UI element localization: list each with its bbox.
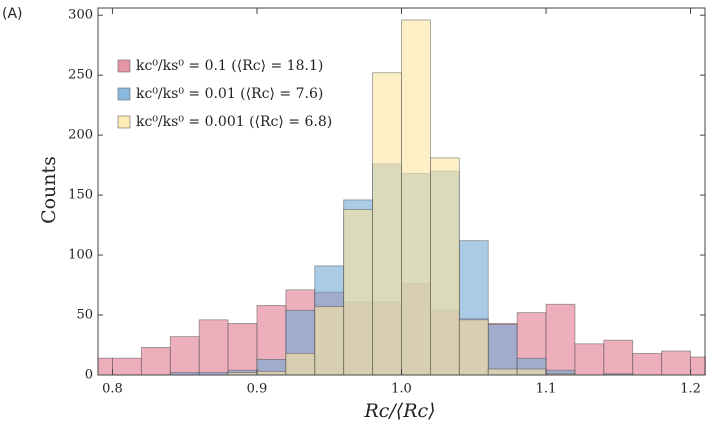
bar	[603, 339, 634, 375]
bar	[372, 72, 402, 375]
bar	[169, 336, 200, 375]
y-tick-label: 100	[68, 248, 93, 263]
legend-label: kc⁰/ks⁰ = 0.1 (⟨Rc⟩ = 18.1)	[136, 58, 323, 74]
x-tick-label: 1.1	[536, 382, 557, 397]
bar	[343, 209, 373, 375]
y-tick-label: 250	[68, 68, 93, 83]
bar	[516, 368, 547, 375]
bar	[112, 357, 142, 375]
legend-swatch	[117, 59, 131, 73]
y-tick-label: 200	[68, 128, 93, 143]
bar	[603, 373, 634, 375]
bar	[574, 343, 605, 375]
bar	[227, 323, 258, 375]
x-tick-label: 0.8	[102, 382, 123, 397]
legend-swatch	[117, 87, 131, 101]
bar	[458, 319, 489, 375]
y-tick-label: 50	[76, 308, 93, 323]
y-tick-label: 150	[68, 188, 93, 203]
bar	[690, 356, 706, 375]
bar	[285, 353, 316, 375]
legend-swatch	[117, 115, 131, 129]
bar	[401, 19, 431, 375]
panel-label: (A)	[2, 6, 23, 22]
legend-label: kc⁰/ks⁰ = 0.001 (⟨Rc⟩ = 6.8)	[136, 114, 332, 130]
bar	[545, 303, 576, 375]
x-tick-label: 0.9	[247, 382, 268, 397]
x-tick-label: 1.2	[680, 382, 701, 397]
bar	[661, 350, 691, 375]
x-tick-label: 1.0	[391, 382, 412, 397]
y-tick-label: 0	[85, 368, 93, 383]
y-tick-label: 300	[68, 8, 93, 23]
bar	[198, 319, 229, 375]
bar	[487, 368, 518, 375]
bar	[430, 157, 460, 375]
legend-label: kc⁰/ks⁰ = 0.01 (⟨Rc⟩ = 7.6)	[136, 86, 323, 102]
y-axis-label: Counts	[38, 156, 60, 224]
bar	[314, 306, 345, 375]
x-axis-label: Rc/⟨Rc⟩	[363, 400, 435, 422]
bar	[632, 353, 663, 375]
bar	[256, 371, 287, 375]
bar	[487, 324, 518, 375]
bar	[140, 347, 171, 375]
